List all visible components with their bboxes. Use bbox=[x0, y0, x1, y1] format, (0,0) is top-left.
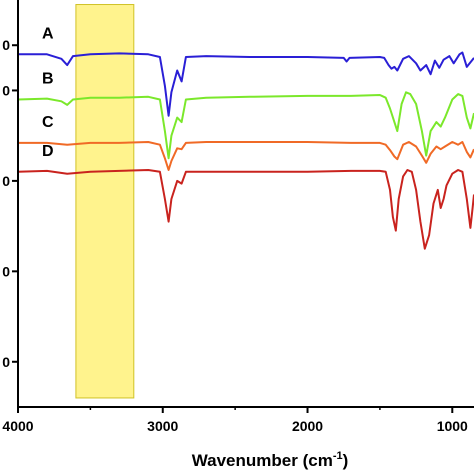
y-tick-label-2: 0 bbox=[2, 173, 10, 189]
y-tick-label-0: 0 bbox=[2, 354, 10, 370]
highlight-band bbox=[75, 4, 135, 399]
series-label-a: A bbox=[42, 25, 54, 42]
y-tick-label-4: 0 bbox=[2, 37, 10, 53]
series-layer bbox=[17, 51, 474, 250]
x-axis-label-text: Wavenumber (cm bbox=[192, 451, 333, 470]
x-tick-label-3000: 3000 bbox=[147, 418, 178, 434]
x-tick-label-2000: 2000 bbox=[292, 418, 323, 434]
series-label-d: D bbox=[42, 143, 54, 160]
x-tick-label-1000: 1000 bbox=[437, 418, 468, 434]
x-axis-label-exponent: -1 bbox=[333, 450, 343, 462]
series-line-d bbox=[17, 169, 474, 250]
series-line-a bbox=[18, 51, 474, 117]
series-labels: A B CD bbox=[42, 25, 54, 160]
series-line-b bbox=[17, 91, 474, 160]
y-tick-label-3: 0 bbox=[2, 82, 10, 98]
series-label-b: B bbox=[42, 70, 54, 87]
series-label-c: C bbox=[42, 114, 54, 131]
axes-layer: 4000 3000 2000 1000 0 0 0 0 0 bbox=[2, 0, 474, 434]
x-axis-label-close: ) bbox=[343, 451, 349, 470]
y-tick-label-1: 0 bbox=[2, 263, 10, 279]
series-line-c bbox=[18, 141, 474, 171]
x-axis-label: Wavenumber (cm-1) bbox=[192, 450, 349, 470]
x-tick-label-4000: 4000 bbox=[2, 418, 33, 434]
